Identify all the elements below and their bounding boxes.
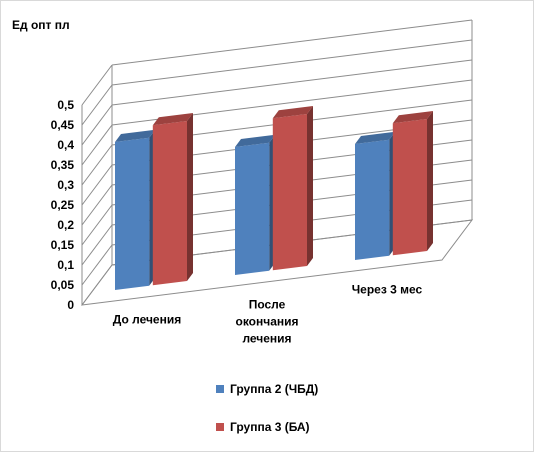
legend-swatch-series-2 [216,423,224,431]
bar-s2-c1-top [152,113,193,126]
side-gridline-5 [81,164,113,206]
bar-s1-c3-top [355,131,396,144]
y-tick-label-10: 0,5 [57,98,74,112]
bar-s1-c2-top [235,134,276,147]
bar-s1-c3 [355,139,390,260]
legend: Группа 2 (ЧБД) Группа 3 (БА) [216,381,318,457]
legend-item-series-2: Группа 3 (БА) [216,419,318,435]
x-category-label-3: Через 3 мес [352,283,423,297]
bar-s2-c1 [152,121,187,286]
bar-s2-c3-side [427,111,433,251]
side-gridline-9 [81,84,113,126]
side-gridline-4 [81,184,113,226]
side-gridline-10 [81,64,113,106]
side-gridline-3 [81,204,113,246]
bar-s1-c1-top [115,129,156,142]
bar-s1-c2 [235,142,270,275]
y-tick-label-1: 0,05 [51,278,75,292]
side-gridline-2 [81,224,113,266]
y-tick-label-0: 0 [67,298,74,312]
x-category-label-1: До лечения [113,313,181,327]
y-tick-label-4: 0,2 [57,218,74,232]
gridline-9 [111,39,473,86]
bar-s2-c2-top [272,106,313,119]
y-tick-label-2: 0,1 [57,258,74,272]
y-tick-label-7: 0,35 [51,158,75,172]
y-tick-label-3: 0,15 [51,238,75,252]
y-tick-label-8: 0,4 [57,138,74,152]
bar-s1-c1 [115,137,150,290]
gridline-8 [111,59,473,106]
floor [80,219,474,306]
side-gridline-1 [81,244,113,286]
y-axis-title: Ед опт пл [12,18,70,32]
bar-s2-c2 [272,114,307,271]
bar-s2-c3 [392,119,427,256]
legend-item-series-1: Группа 2 (ЧБД) [216,381,318,397]
y-tick-label-9: 0,45 [51,118,75,132]
y-tick-label-6: 0,3 [57,178,74,192]
legend-swatch-series-1 [216,385,224,393]
x-category-label-2: После окончания лечения [235,298,298,346]
gridline-10 [111,19,473,66]
side-gridline-7 [81,124,113,166]
y-tick-label-5: 0,25 [51,198,75,212]
legend-label-series-1: Группа 2 (ЧБД) [230,382,319,396]
side-gridline-8 [81,104,113,146]
bar-s2-c2-side [307,106,313,266]
legend-label-series-2: Группа 3 (БА) [230,420,310,434]
bar-s2-c3-top [392,111,433,124]
side-gridline-6 [81,144,113,186]
bar-s2-c1-side [187,113,193,281]
